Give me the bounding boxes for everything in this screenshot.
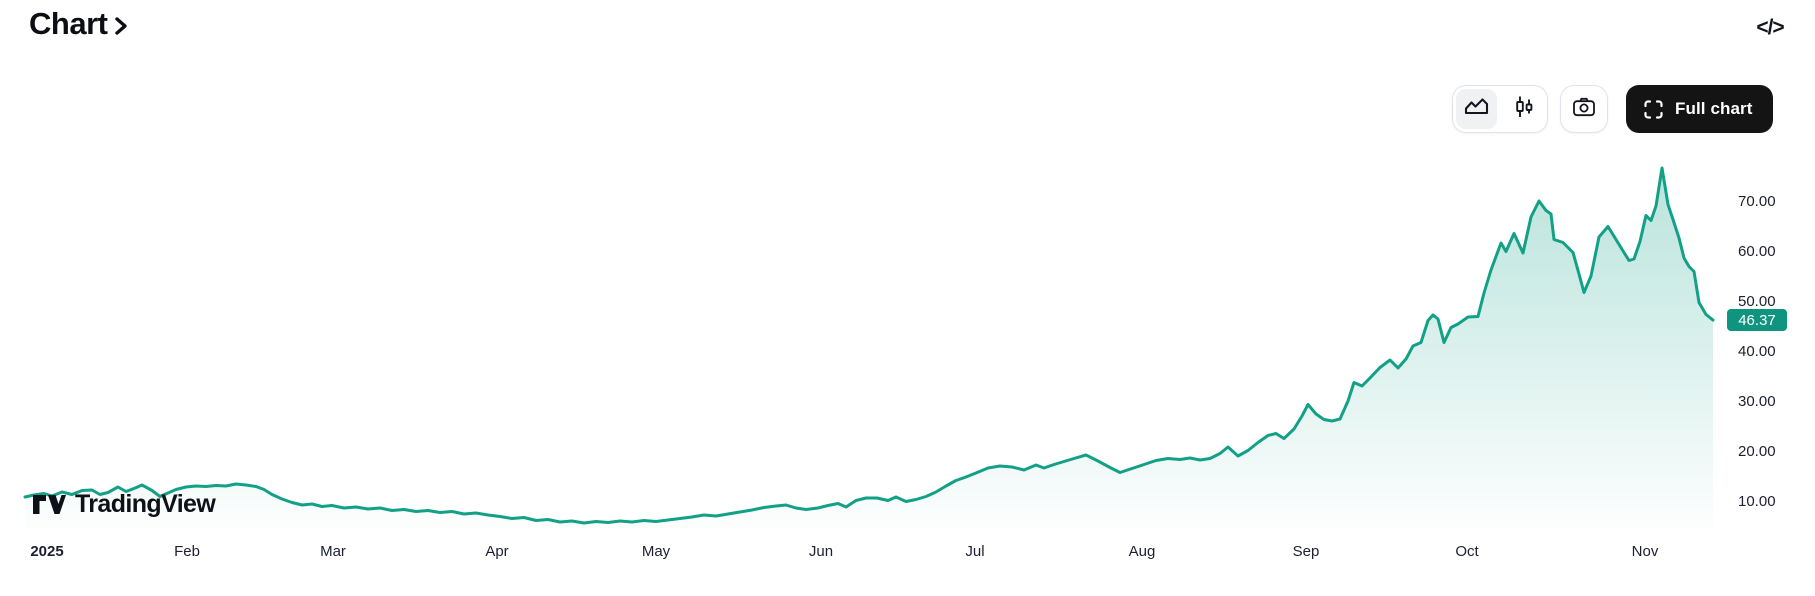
price-tick-label: 40.00 bbox=[1738, 343, 1776, 360]
price-tick-label: 70.00 bbox=[1738, 193, 1776, 210]
tradingview-logo[interactable]: TradingView bbox=[32, 490, 216, 519]
time-tick-label: Jun bbox=[808, 543, 834, 560]
chevron-right-icon bbox=[113, 15, 129, 37]
full-chart-label: Full chart bbox=[1675, 99, 1753, 118]
time-tick-label: 2025 bbox=[30, 543, 64, 560]
candlestick-icon bbox=[1512, 94, 1536, 125]
time-tick-label: Nov bbox=[1631, 543, 1659, 560]
time-tick-label: Jul bbox=[965, 543, 985, 560]
time-tick-label: Oct bbox=[1455, 543, 1479, 560]
series-price-line bbox=[23, 166, 1715, 525]
chart-style-switcher bbox=[1452, 85, 1548, 133]
candles-style-button[interactable] bbox=[1503, 89, 1544, 129]
time-tick-label: Mar bbox=[320, 543, 346, 560]
embed-code-icon[interactable]: </> bbox=[1756, 16, 1784, 39]
tradingview-logo-text: TradingView bbox=[75, 490, 216, 518]
time-tick-label: May bbox=[641, 543, 671, 560]
last-price-badge: 46.37 bbox=[1727, 309, 1787, 331]
price-tick-label: 20.00 bbox=[1738, 443, 1776, 460]
time-tick-label: Feb bbox=[174, 543, 200, 560]
price-tick-label: 50.00 bbox=[1738, 293, 1776, 310]
page-title: Chart bbox=[29, 6, 108, 41]
full-chart-button[interactable]: Full chart bbox=[1626, 85, 1773, 133]
tradingview-mark-icon bbox=[32, 494, 67, 515]
series-area-fill bbox=[25, 168, 1713, 528]
snapshot-button[interactable] bbox=[1560, 85, 1608, 133]
price-tick-label: 10.00 bbox=[1738, 493, 1776, 510]
price-tick-label: 30.00 bbox=[1738, 393, 1776, 410]
time-tick-label: Aug bbox=[1128, 543, 1156, 560]
time-tick-label: Sep bbox=[1292, 543, 1320, 560]
fullscreen-icon bbox=[1642, 98, 1665, 121]
time-tick-label: Apr bbox=[485, 543, 509, 560]
area-chart-icon bbox=[1463, 96, 1490, 122]
camera-icon bbox=[1571, 95, 1597, 124]
area-style-button[interactable] bbox=[1456, 89, 1497, 129]
chart-section-link[interactable]: Chart bbox=[29, 6, 129, 42]
price-tick-label: 60.00 bbox=[1738, 243, 1776, 260]
